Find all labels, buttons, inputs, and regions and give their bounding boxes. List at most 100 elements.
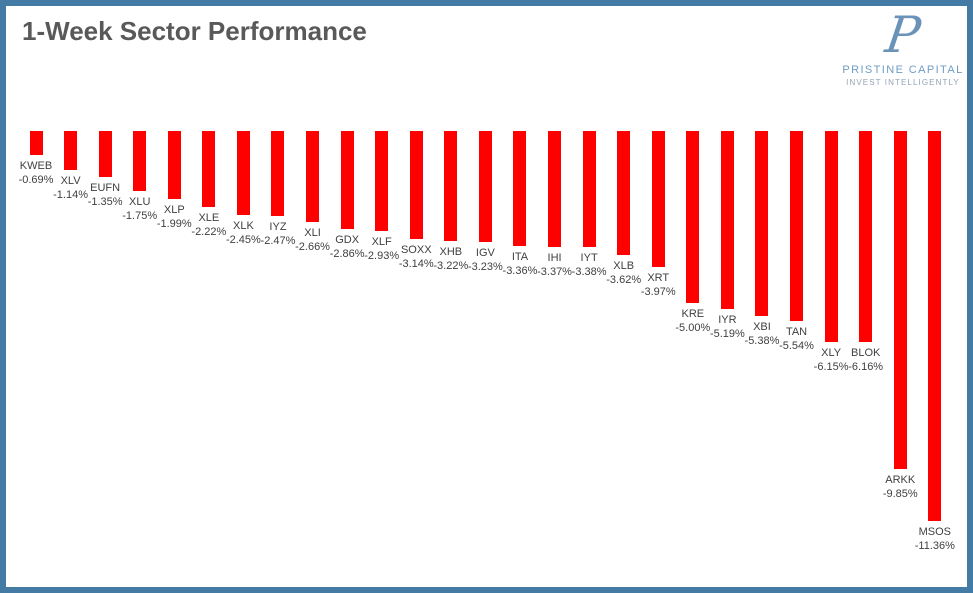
bar-value: -2.22% xyxy=(191,226,227,238)
bar-value: -5.19% xyxy=(709,328,745,340)
bar-value: -2.86% xyxy=(329,248,365,260)
bar-ita xyxy=(513,131,527,246)
bar-label-xlu: XLU -1.75% xyxy=(112,195,168,223)
bar-ticker: XLF xyxy=(371,236,392,248)
bar-iyz xyxy=(271,131,285,216)
bar-label-xlp: XLP -1.99% xyxy=(146,203,202,231)
bar-xlv xyxy=(64,131,78,170)
bar-value: -5.00% xyxy=(675,322,711,334)
bar-label-arkk: ARKK -9.85% xyxy=(872,473,928,501)
bar-label-xlv: XLV -1.14% xyxy=(43,174,99,202)
bar-label-ihi: IHI -3.37% xyxy=(527,251,583,279)
bar-ticker: GDX xyxy=(335,234,360,246)
bar-label-kweb: KWEB -0.69% xyxy=(8,159,64,187)
bar-label-xrt: XRT -3.97% xyxy=(630,271,686,299)
bar-ihi xyxy=(548,131,562,247)
bar-value: -2.45% xyxy=(225,234,261,246)
bar-msos xyxy=(928,131,942,521)
bar-value: -3.36% xyxy=(502,265,538,277)
bar-ticker: TAN xyxy=(785,326,808,338)
bar-kweb xyxy=(29,131,43,155)
bar-blok xyxy=(859,131,873,342)
bar-label-iyz: IYZ -2.47% xyxy=(250,220,306,248)
bar-label-xlf: XLF -2.93% xyxy=(354,235,410,263)
bar-ticker: KRE xyxy=(681,308,705,320)
bar-xly xyxy=(824,131,838,342)
bar-ticker: IHI xyxy=(547,252,562,264)
bar-ticker: XLK xyxy=(233,220,254,232)
bar-xhb xyxy=(444,131,458,241)
bar-ticker: ITA xyxy=(511,251,529,263)
bar-value: -6.16% xyxy=(848,361,884,373)
bar-xlb xyxy=(617,131,631,255)
bar-value: -5.38% xyxy=(744,335,780,347)
bar-iyr xyxy=(720,131,734,309)
bar-xlp xyxy=(167,131,181,199)
logo-tagline: INVEST INTELLIGENTLY xyxy=(846,78,960,87)
bar-ticker: XLB xyxy=(613,260,635,272)
bar-xle xyxy=(202,131,216,207)
bar-value: -2.66% xyxy=(295,241,330,253)
bar-ticker: XLI xyxy=(304,227,321,239)
bar-ticker: XBI xyxy=(753,321,771,333)
chart-title: 1-Week Sector Performance xyxy=(22,16,367,46)
bar-value: -2.93% xyxy=(364,250,400,262)
bar-ticker: KWEB xyxy=(19,160,53,172)
bar-ticker: EUFN xyxy=(90,182,121,194)
bar-ticker: XLP xyxy=(163,204,185,216)
bar-ticker: XRT xyxy=(647,272,670,284)
bar-gdx xyxy=(340,131,354,229)
bar-ticker: XLE xyxy=(198,212,220,224)
bar-label-iyr: IYR -5.19% xyxy=(699,313,755,341)
bar-xlf xyxy=(375,131,389,231)
bar-ticker: MSOS xyxy=(918,526,952,538)
bar-value: -3.37% xyxy=(537,266,572,278)
bar-value: -2.47% xyxy=(260,235,296,247)
bar-value: -1.35% xyxy=(87,196,123,208)
bar-xrt xyxy=(651,131,665,267)
bar-value: -5.54% xyxy=(779,340,814,352)
bar-value: -9.85% xyxy=(882,488,918,500)
bar-ticker: XLU xyxy=(129,196,151,208)
bar-value: -1.99% xyxy=(156,218,192,230)
bar-ticker: XHB xyxy=(439,246,463,258)
bar-value: -3.62% xyxy=(606,274,642,286)
bar-value: -3.14% xyxy=(398,258,434,270)
bar-ticker: XLY xyxy=(821,347,842,359)
bar-xlu xyxy=(133,131,147,191)
bar-xlk xyxy=(236,131,250,215)
bar-iyt xyxy=(582,131,596,247)
bar-xli xyxy=(306,131,320,222)
bar-value: -3.97% xyxy=(640,286,676,298)
bar-kre xyxy=(686,131,700,303)
bar-label-gdx: GDX -2.86% xyxy=(319,233,375,261)
bar-label-xlb: XLB -3.62% xyxy=(596,259,652,287)
sector-performance-bar-chart: KWEB -0.69% XLV -1.14% EUFN -1.35% XLU -1.75% XL… xyxy=(6,6,967,587)
bar-xbi xyxy=(755,131,769,316)
bar-label-iyt: IYT -3.38% xyxy=(561,251,617,279)
bar-label-xhb: XHB -3.22% xyxy=(423,245,479,273)
bar-label-msos: MSOS -11.36% xyxy=(907,525,963,553)
bar-eufn xyxy=(98,131,112,177)
bar-ticker: XLV xyxy=(60,175,81,187)
bar-value: -6.15% xyxy=(813,361,849,373)
bar-arkk xyxy=(893,131,907,469)
bar-value: -3.38% xyxy=(571,266,607,278)
bar-igv xyxy=(478,131,492,242)
bar-label-blok: BLOK -6.16% xyxy=(838,346,894,374)
logo-company-name: PRISTINE CAPITAL xyxy=(842,64,964,76)
bar-value: -1.14% xyxy=(53,189,88,201)
bar-label-xlk: XLK -2.45% xyxy=(215,219,271,247)
bar-label-igv: IGV -3.23% xyxy=(457,246,513,274)
bar-ticker: SOXX xyxy=(400,244,432,256)
bar-ticker: BLOK xyxy=(850,347,881,359)
bar-ticker: IGV xyxy=(475,247,495,259)
bar-value: -0.69% xyxy=(18,174,54,186)
bar-ticker: IYT xyxy=(580,252,598,264)
bar-value: -3.23% xyxy=(467,261,503,273)
bar-tan xyxy=(790,131,804,321)
bar-label-xle: XLE -2.22% xyxy=(181,211,237,239)
bar-value: -3.22% xyxy=(433,260,469,272)
bar-ticker: IYZ xyxy=(269,221,287,233)
